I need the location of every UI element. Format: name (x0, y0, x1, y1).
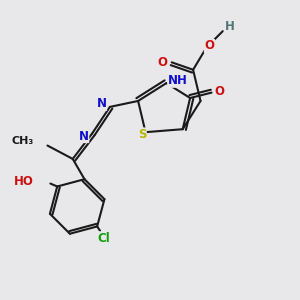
Text: H: H (224, 20, 234, 33)
Text: O: O (215, 85, 225, 98)
Text: N: N (97, 98, 106, 110)
Text: O: O (204, 40, 214, 52)
Text: HO: HO (14, 175, 33, 188)
Text: S: S (138, 128, 146, 141)
Text: Cl: Cl (98, 232, 110, 245)
Text: N: N (79, 130, 89, 142)
Text: O: O (158, 56, 168, 69)
Text: CH₃: CH₃ (12, 136, 34, 146)
Text: NH: NH (168, 74, 188, 87)
